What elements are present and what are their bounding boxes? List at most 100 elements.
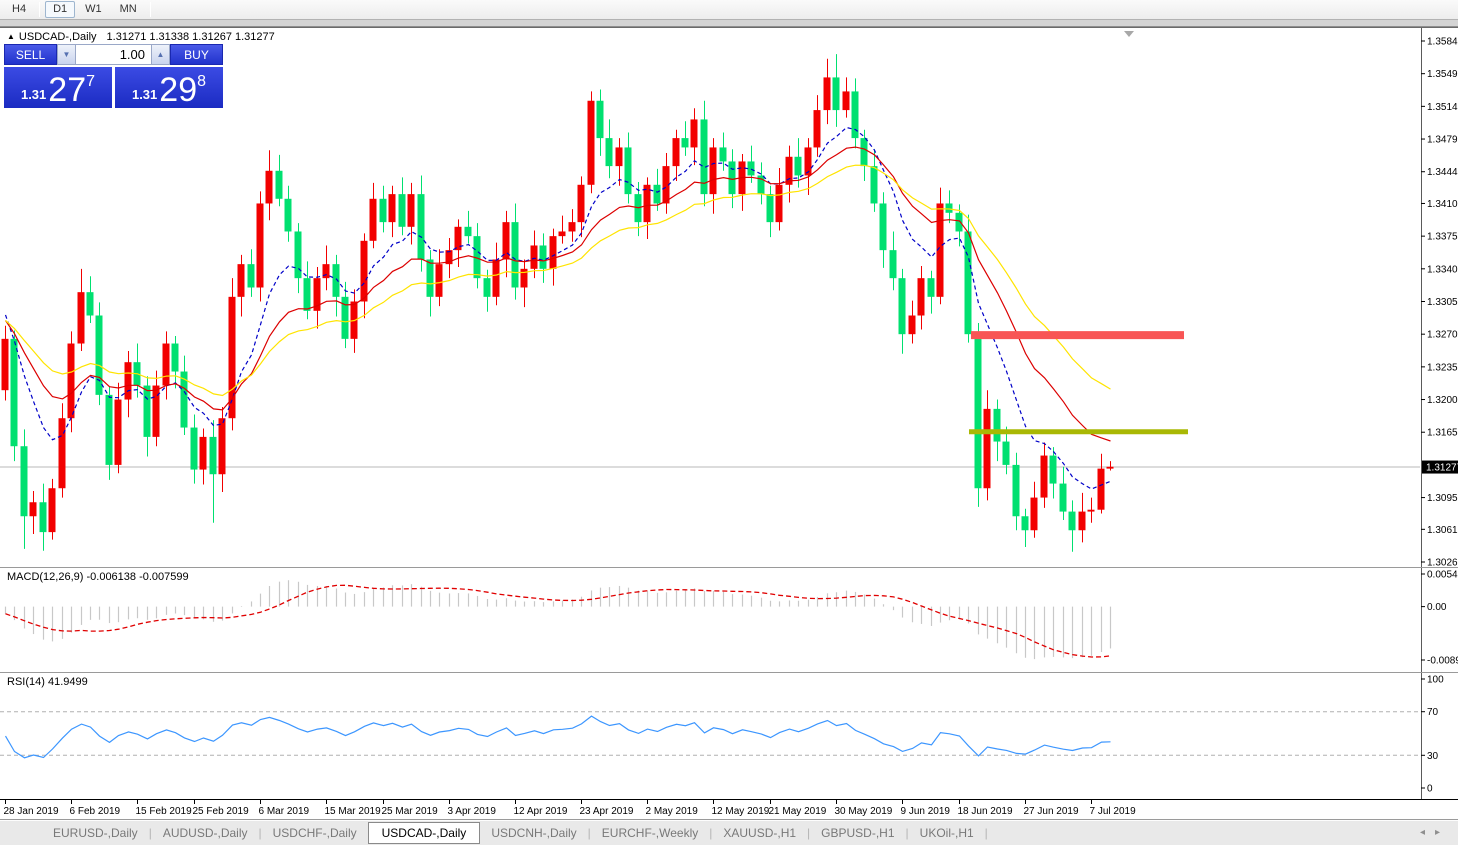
svg-text:18 Jun 2019: 18 Jun 2019 [958, 806, 1013, 817]
macd-indicator-label: MACD(12,26,9) -0.006138 -0.007599 [7, 571, 189, 583]
toolbar-separator [149, 2, 151, 17]
svg-text:1.33750: 1.33750 [1427, 232, 1458, 243]
chevron-down-icon: ▼ [62, 50, 71, 59]
rsi-indicator-label: RSI(14) 41.9499 [7, 676, 88, 688]
svg-text:27 Jun 2019: 27 Jun 2019 [1024, 806, 1079, 817]
svg-text:1.31650: 1.31650 [1427, 428, 1458, 439]
tab-separator: | [709, 825, 713, 840]
macd-pane-separator[interactable] [0, 565, 1458, 569]
tab-separator: | [905, 825, 909, 840]
volume-input[interactable]: 1.00 [76, 44, 151, 65]
svg-text:1.35490: 1.35490 [1427, 69, 1458, 80]
svg-text:1.34440: 1.34440 [1427, 167, 1458, 178]
svg-text:1.32350: 1.32350 [1427, 362, 1458, 373]
svg-text:1.34790: 1.34790 [1427, 135, 1458, 146]
timeframe-w1-button[interactable]: W1 [85, 3, 102, 15]
tab-separator: | [587, 825, 591, 840]
window-background-strip [0, 20, 1458, 27]
tab-usdcad-daily[interactable]: USDCAD-,Daily [367, 821, 481, 844]
svg-text:0.00: 0.00 [1427, 602, 1447, 613]
svg-text:30: 30 [1427, 751, 1439, 762]
sell-price-sup: 7 [86, 73, 96, 90]
volume-decrease-button[interactable]: ▼ [57, 44, 76, 65]
svg-text:1.31277: 1.31277 [1426, 463, 1458, 474]
timeframe-toolbar: H4 D1 W1 MN [0, 0, 1458, 20]
svg-text:70: 70 [1427, 707, 1439, 718]
sell-price-panel[interactable]: 1.31 27 7 [4, 67, 112, 108]
tab-separator: | [984, 825, 988, 840]
buy-button[interactable]: BUY [170, 44, 223, 65]
tab-separator: | [807, 825, 811, 840]
svg-text:6 Mar 2019: 6 Mar 2019 [259, 806, 310, 817]
tab-xauusd-h1[interactable]: XAUUSD-,H1 [723, 825, 797, 840]
tab-separator: | [148, 825, 152, 840]
sell-price-base: 1.31 [20, 87, 47, 102]
chart-tab-bar: EURUSD-,Daily | AUDUSD-,Daily | USDCHF-,… [0, 819, 1458, 845]
buy-price-base: 1.31 [131, 87, 158, 102]
rsi-value: 41.9499 [47, 676, 88, 688]
chart-ohlc-title: ▲ USDCAD-,Daily 1.31271 1.31338 1.31267 1.… [7, 31, 275, 43]
svg-text:12 May 2019: 12 May 2019 [712, 806, 770, 817]
tab-audusd-daily[interactable]: AUDUSD-,Daily [162, 825, 248, 840]
tab-scroll-right-icon[interactable]: ▸ [1434, 827, 1450, 838]
svg-text:1.30610: 1.30610 [1427, 525, 1458, 536]
svg-text:25 Feb 2019: 25 Feb 2019 [193, 806, 250, 817]
tab-scroll-left-icon[interactable]: ◂ [1419, 827, 1435, 838]
sell-button[interactable]: SELL [4, 44, 57, 65]
svg-text:28 Jan 2019: 28 Jan 2019 [4, 806, 59, 817]
svg-text:100: 100 [1427, 675, 1444, 686]
buy-price-panel[interactable]: 1.31 29 8 [115, 67, 223, 108]
svg-text:0: 0 [1427, 784, 1433, 795]
chart-shift-marker-icon[interactable] [1124, 31, 1134, 37]
svg-text:1.33400: 1.33400 [1427, 264, 1458, 275]
tab-usdcnh-daily[interactable]: USDCNH-,Daily [491, 825, 577, 840]
sell-price-big: 27 [48, 71, 87, 110]
svg-text:23 Apr 2019: 23 Apr 2019 [580, 806, 634, 817]
oneclick-collapse-icon[interactable]: ▲ [7, 32, 15, 41]
svg-text:1.35140: 1.35140 [1427, 102, 1458, 113]
macd-name: MACD(12,26,9) [7, 571, 84, 583]
svg-text:1.30260: 1.30260 [1427, 558, 1458, 569]
rsi-name: RSI(14) [7, 676, 45, 688]
svg-text:15 Mar 2019: 15 Mar 2019 [325, 806, 382, 817]
price-chart-canvas[interactable]: 1.35840 1.35490 1.35140 1.34790 1.34440 1.341… [0, 28, 1458, 820]
svg-text:1.32700: 1.32700 [1427, 330, 1458, 341]
svg-text:12 Apr 2019: 12 Apr 2019 [514, 806, 568, 817]
svg-text:30 May 2019: 30 May 2019 [835, 806, 893, 817]
svg-text:21 May 2019: 21 May 2019 [769, 806, 827, 817]
toolbar-separator [39, 2, 41, 17]
buy-price-sup: 8 [197, 73, 207, 90]
svg-text:9 Jun 2019: 9 Jun 2019 [901, 806, 951, 817]
chart-symbol-label: USDCAD-,Daily [18, 31, 97, 43]
svg-text:7 Jul 2019: 7 Jul 2019 [1090, 806, 1137, 817]
macd-histogram [4, 580, 1112, 660]
timeframe-mn-button[interactable]: MN [119, 3, 137, 15]
chevron-up-icon: ▲ [156, 50, 165, 59]
candles [1, 54, 1114, 552]
tab-eurchf-weekly[interactable]: EURCHF-,Weekly [601, 825, 699, 840]
svg-text:1.33050: 1.33050 [1427, 297, 1458, 308]
svg-text:25 Mar 2019: 25 Mar 2019 [382, 806, 439, 817]
timeframe-h4-button[interactable]: H4 [12, 3, 27, 15]
macd-values: -0.006138 -0.007599 [86, 571, 189, 583]
tab-usdchf-daily[interactable]: USDCHF-,Daily [272, 825, 357, 840]
svg-text:1.32000: 1.32000 [1427, 395, 1458, 406]
tab-scroll-arrows: ◂▸ [1420, 827, 1450, 838]
svg-text:-0.008977: -0.008977 [1427, 656, 1458, 667]
volume-increase-button[interactable]: ▲ [151, 44, 170, 65]
chart-ohlc-values: 1.31271 1.31338 1.31267 1.31277 [106, 31, 275, 43]
svg-text:15 Feb 2019: 15 Feb 2019 [136, 806, 193, 817]
svg-text:2 May 2019: 2 May 2019 [646, 806, 699, 817]
buy-price-big: 29 [159, 71, 198, 110]
rsi-pane-separator[interactable] [0, 670, 1458, 674]
tab-eurusd-daily[interactable]: EURUSD-,Daily [53, 825, 138, 840]
svg-text:0.005484: 0.005484 [1427, 570, 1458, 581]
tab-gbpusd-h1[interactable]: GBPUSD-,H1 [821, 825, 895, 840]
timeframe-d1-button[interactable]: D1 [45, 1, 76, 18]
svg-text:6 Feb 2019: 6 Feb 2019 [70, 806, 121, 817]
chart-window: 1.35840 1.35490 1.35140 1.34790 1.34440 1.341… [0, 27, 1458, 819]
svg-text:1.30950: 1.30950 [1427, 493, 1458, 504]
svg-text:1.35840: 1.35840 [1427, 37, 1458, 48]
tab-separator: | [258, 825, 262, 840]
tab-ukoil-h1[interactable]: UKOil-,H1 [919, 825, 974, 840]
